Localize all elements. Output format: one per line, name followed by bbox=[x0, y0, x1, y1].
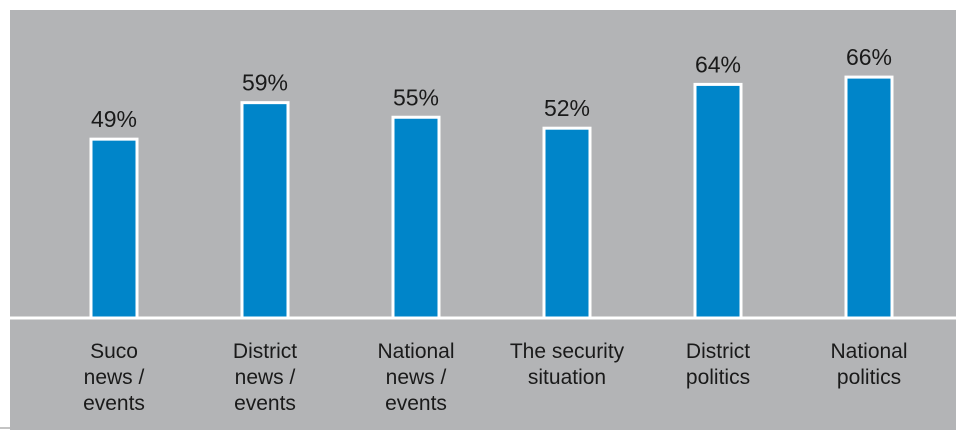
category-label-line: The security bbox=[510, 340, 625, 363]
data-label-6: 66% bbox=[846, 44, 892, 70]
bar-6 bbox=[844, 75, 894, 320]
category-label-3: National news / events bbox=[377, 340, 454, 415]
bar-5 bbox=[693, 82, 743, 320]
data-label-3: 55% bbox=[393, 84, 439, 110]
category-label-line: National bbox=[377, 340, 454, 363]
category-label-line: events bbox=[83, 392, 145, 415]
category-label-line: Suco bbox=[90, 340, 138, 363]
bar-4 bbox=[542, 126, 592, 320]
data-label-2: 59% bbox=[242, 70, 288, 96]
category-label-2: District news / events bbox=[233, 340, 297, 415]
category-label-line: events bbox=[234, 392, 296, 415]
category-label-line: politics bbox=[686, 366, 750, 389]
category-label-line: situation bbox=[528, 366, 606, 389]
data-label-1: 49% bbox=[91, 106, 137, 132]
category-label-line: District bbox=[686, 340, 750, 363]
category-label-6: National politics bbox=[830, 340, 907, 389]
category-label-5: District politics bbox=[686, 340, 750, 389]
data-label-4: 52% bbox=[544, 95, 590, 121]
category-label-1: Suco news / events bbox=[83, 340, 145, 415]
category-label-line: news / bbox=[84, 366, 145, 389]
category-label-line: National bbox=[830, 340, 907, 363]
bar-2 bbox=[240, 101, 290, 320]
category-label-line: events bbox=[385, 392, 447, 415]
category-label-line: news / bbox=[386, 366, 447, 389]
chart-panel-background bbox=[10, 10, 956, 430]
data-label-5: 64% bbox=[695, 51, 741, 77]
category-label-line: politics bbox=[837, 366, 901, 389]
category-label-4: The security situation bbox=[510, 340, 625, 389]
bar-1 bbox=[89, 137, 139, 320]
bar-3 bbox=[391, 115, 441, 320]
category-label-line: news / bbox=[235, 366, 296, 389]
labels-layer: 49% Suco news / events 59% District news / even… bbox=[83, 44, 907, 415]
category-label-line: District bbox=[233, 340, 297, 363]
